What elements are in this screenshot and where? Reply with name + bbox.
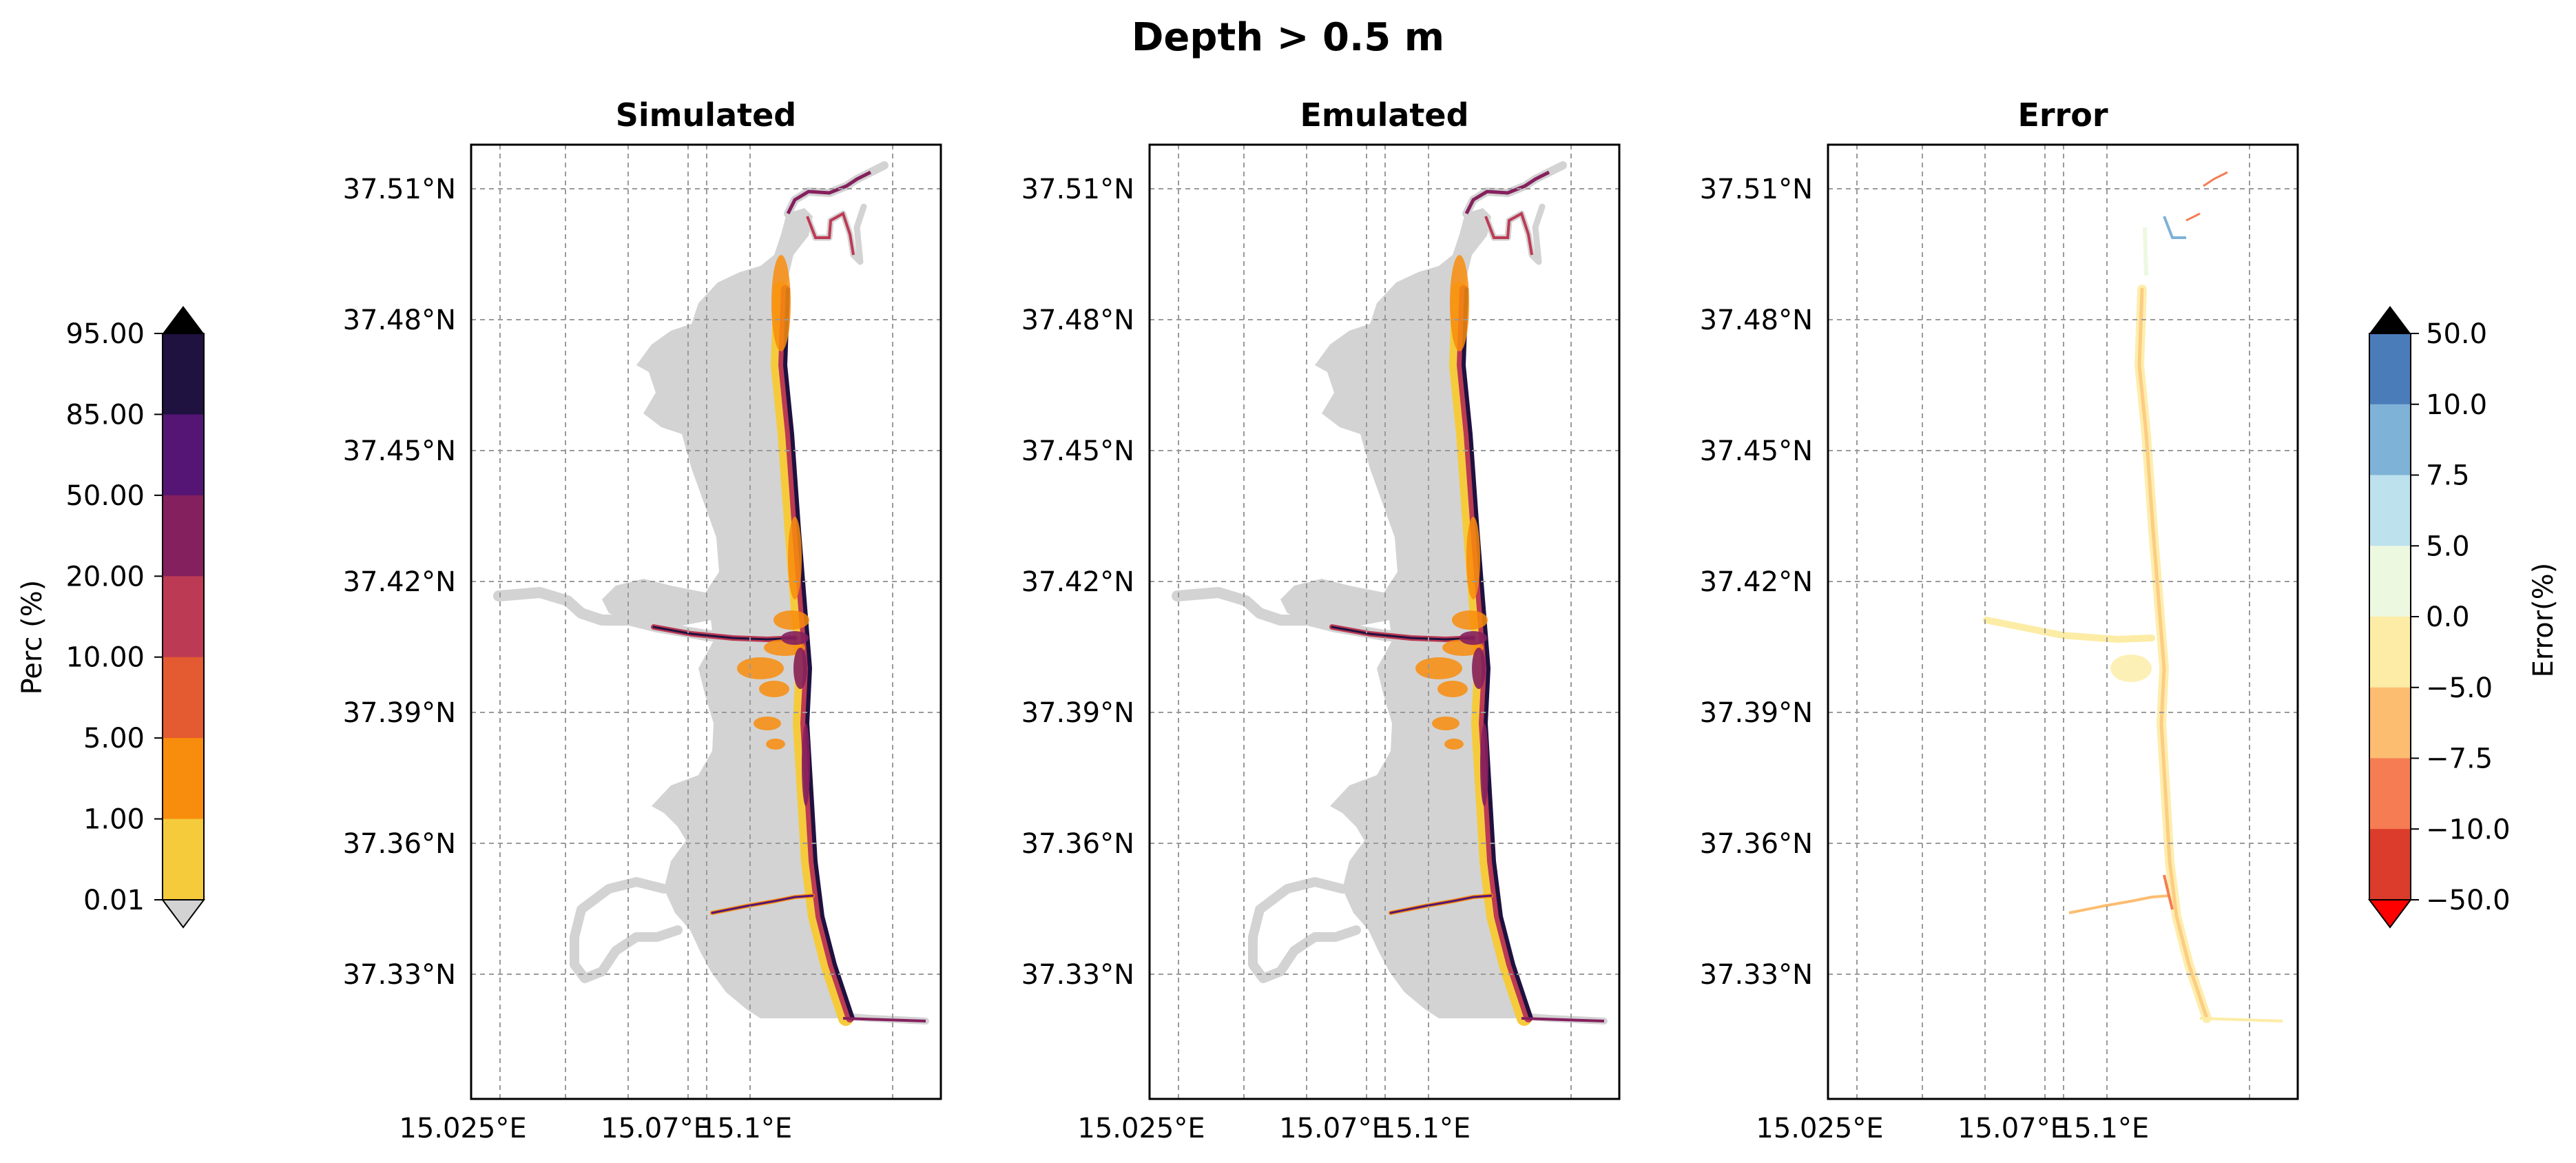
lat-tick-label: 37.33°N xyxy=(1700,959,1813,991)
error-colorbar-swatch xyxy=(2369,758,2411,830)
error-colorbar-swatch xyxy=(2369,546,2411,617)
lat-tick-label: 37.36°N xyxy=(343,828,456,860)
perc-colorbar-tick-label: 50.00 xyxy=(65,480,145,512)
lon-tick-label: 15.07°E xyxy=(1957,1113,2068,1144)
figure-title: Depth > 0.5 m xyxy=(1132,15,1444,60)
error-colorbar-tick-label: 7.5 xyxy=(2426,460,2470,492)
panel-title: Simulated xyxy=(616,96,797,134)
perc-colorbar-tick-label: 10.00 xyxy=(65,642,145,674)
panel-frame xyxy=(1827,143,2299,1100)
lat-tick-label: 37.42°N xyxy=(1021,566,1134,598)
error-colorbar-tick-label: 50.0 xyxy=(2426,318,2487,350)
lat-tick-label: 37.51°N xyxy=(1021,174,1134,205)
perc-colorbar-swatch xyxy=(163,657,204,739)
lat-tick-label: 37.45°N xyxy=(343,435,456,467)
error-colorbar-label: Error(%) xyxy=(2528,563,2559,678)
perc-colorbar-tick-label: 95.00 xyxy=(65,318,145,350)
lon-tick-label: 15.025°E xyxy=(399,1113,526,1144)
panel-title: Error xyxy=(2017,96,2108,134)
error-colorbar-swatch xyxy=(2369,404,2411,475)
lon-tick-label: 15.07°E xyxy=(1279,1113,1389,1144)
perc-colorbar-tick-label: 1.00 xyxy=(83,804,145,836)
error-colorbar-over-arrow xyxy=(2369,306,2411,333)
lat-tick-label: 37.51°N xyxy=(343,174,456,205)
lat-tick-label: 37.39°N xyxy=(1021,697,1134,729)
lat-tick-label: 37.33°N xyxy=(1021,959,1134,991)
lat-tick-label: 37.45°N xyxy=(1021,435,1134,467)
lat-tick-label: 37.39°N xyxy=(343,697,456,729)
error-colorbar-swatch xyxy=(2369,829,2411,900)
error-colorbar-under-arrow xyxy=(2368,899,2412,929)
panel-emulated: Emulated 37.51°N 37.48°N 37.45°N 37.42°N 37.3… xyxy=(1021,96,1621,1144)
panel-error: Error 37.51°N 37.48°N 37.45°N 37.42°N 37.39°N… xyxy=(1700,96,2299,1144)
lat-tick-label: 37.36°N xyxy=(1700,828,1813,860)
lat-tick-label: 37.33°N xyxy=(343,959,456,991)
perc-colorbar-under-arrow xyxy=(161,899,205,929)
perc-colorbar-tick-label: 0.01 xyxy=(83,885,145,916)
map-area xyxy=(1177,165,1604,1021)
error-colorbar-tick-label: 10.0 xyxy=(2426,389,2487,421)
panel-title: Emulated xyxy=(1300,96,1468,134)
lon-tick-label: 15.1°E xyxy=(1378,1113,1471,1144)
lat-tick-label: 37.51°N xyxy=(1700,174,1813,205)
lat-tick-label: 37.39°N xyxy=(1700,697,1813,729)
perc-colorbar-over-arrow xyxy=(163,306,204,333)
perc-colorbar-swatch xyxy=(163,495,204,577)
perc-colorbar-label: Perc (%) xyxy=(17,580,48,695)
perc-colorbar-tick-label: 5.00 xyxy=(83,723,145,754)
perc-colorbar-tick-label: 20.00 xyxy=(65,561,145,593)
error-colorbar: 50.0 10.0 7.5 5.0 0.0 −5.0 −7.5 −10.0 −50.0 Erro… xyxy=(2368,306,2559,929)
lat-tick-label: 37.45°N xyxy=(1700,435,1813,467)
lon-tick-label: 15.1°E xyxy=(700,1113,792,1144)
error-colorbar-swatch xyxy=(2369,687,2411,759)
lon-tick-label: 15.07°E xyxy=(601,1113,711,1144)
error-colorbar-tick-label: −10.0 xyxy=(2426,814,2511,845)
error-colorbar-swatch xyxy=(2369,333,2411,405)
perc-colorbar: 95.00 85.00 50.00 20.00 10.00 5.00 1.00 0.01 Pe… xyxy=(17,306,205,929)
error-colorbar-tick-label: −5.0 xyxy=(2426,672,2493,704)
error-colorbar-swatch xyxy=(2369,475,2411,546)
map-area xyxy=(1983,171,2283,1021)
lat-tick-label: 37.48°N xyxy=(343,305,456,336)
lon-tick-label: 15.025°E xyxy=(1077,1113,1205,1144)
panel-frame xyxy=(1148,143,1621,1100)
perc-colorbar-swatch xyxy=(163,819,204,900)
panel-frame xyxy=(470,143,942,1100)
error-colorbar-tick-label: 0.0 xyxy=(2426,601,2470,633)
error-colorbar-tick-label: 5.0 xyxy=(2426,531,2470,562)
error-colorbar-swatch xyxy=(2369,617,2411,688)
error-colorbar-tick-label: −50.0 xyxy=(2426,885,2511,916)
panel-simulated: Simulated 37.51°N 37.48°N 37.45°N 37.42°N 37.… xyxy=(343,96,942,1144)
land-mask xyxy=(1177,165,1604,1021)
lat-tick-label: 37.42°N xyxy=(343,566,456,598)
lat-tick-label: 37.36°N xyxy=(1021,828,1134,860)
lat-tick-label: 37.48°N xyxy=(1700,305,1813,336)
perc-colorbar-tick-label: 85.00 xyxy=(65,399,145,431)
land-mask xyxy=(499,165,926,1021)
lon-tick-label: 15.025°E xyxy=(1756,1113,1883,1144)
perc-colorbar-swatch xyxy=(163,576,204,658)
map-area xyxy=(499,165,926,1021)
lat-tick-label: 37.48°N xyxy=(1021,305,1134,336)
error-colorbar-tick-label: −7.5 xyxy=(2426,743,2493,775)
perc-colorbar-swatch xyxy=(163,738,204,820)
perc-colorbar-swatch xyxy=(163,333,204,415)
lon-tick-label: 15.1°E xyxy=(2057,1113,2149,1144)
lat-tick-label: 37.42°N xyxy=(1700,566,1813,598)
perc-colorbar-swatch xyxy=(163,414,204,496)
